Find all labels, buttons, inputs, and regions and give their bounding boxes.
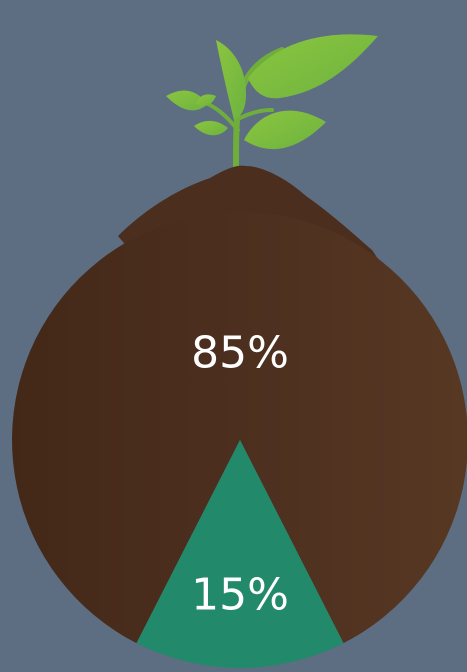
plant-sprout-icon (166, 34, 378, 171)
pie-slice-15-percent (136, 440, 344, 669)
slice-label-85-percent: 85% (191, 328, 289, 379)
slice-label-15-percent: 15% (191, 569, 289, 620)
pie-labels: 85% 15% (191, 328, 289, 621)
pie-slices (12, 212, 467, 669)
pie-slice-85-percent (12, 212, 467, 644)
